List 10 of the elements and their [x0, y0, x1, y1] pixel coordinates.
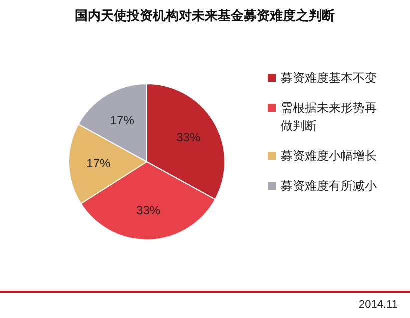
text: 2014.11 [359, 299, 398, 311]
data-label: 17% [86, 156, 111, 171]
legend-label: 募资难度有所减小 [281, 179, 377, 194]
chart-title: 国内天使投资机构对未来基金募资难度之判断 [75, 8, 335, 23]
data-label: 33% [176, 130, 201, 145]
legend-label: 募资难度小幅增长 [281, 149, 377, 164]
legend-label: 需根据未来形势再做判断 [281, 101, 377, 134]
data-label: 17% [110, 114, 135, 128]
legend-label: 募资难度基本不变 [281, 71, 377, 86]
data-label: 33% [136, 204, 161, 218]
